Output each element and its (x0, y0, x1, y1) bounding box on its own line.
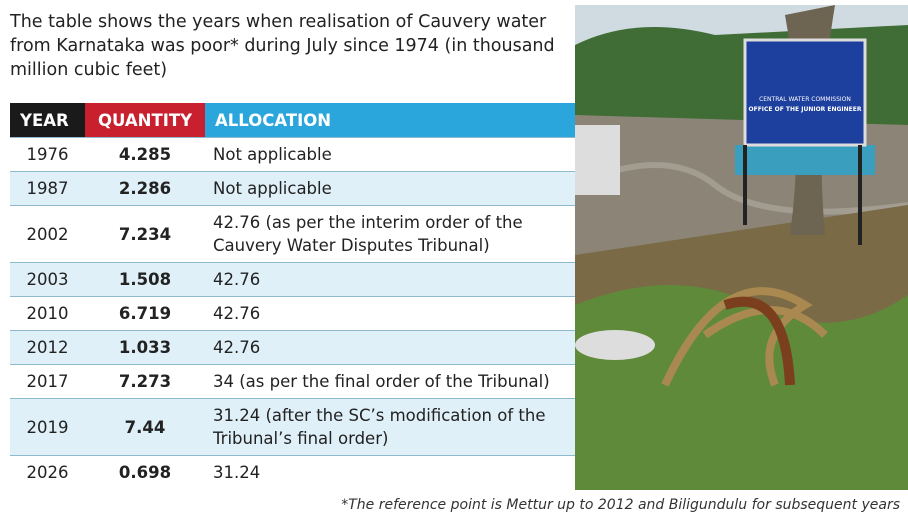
title: The table shows the years when realisati… (10, 12, 555, 80)
table-cell: 1.508 (85, 262, 205, 297)
table-cell: 2012 (10, 330, 85, 365)
table-cell: 2019 (10, 398, 85, 456)
table: YEAR QUANTITY ALLOCATION 1976 4.285 Not ap… (10, 103, 575, 489)
table-cell: 2002 (10, 205, 85, 263)
table-row: 2026 0.698 31.24 (10, 455, 575, 489)
table-cell: 34 (as per the final order of the Tribun… (205, 364, 575, 399)
table-row: 2019 7.44 31.24 (after the SC’s modificati… (10, 398, 575, 456)
table-cell: 7.273 (85, 364, 205, 399)
table-cell: 0.698 (85, 455, 205, 489)
table-cell: 6.719 (85, 296, 205, 331)
photo: CENTRAL WATER COMMISSION OFFICE OF THE J… (575, 5, 908, 490)
table-cell: 4.285 (85, 137, 205, 172)
table-cell: 42.76 (205, 296, 575, 331)
table-row: 2002 7.234 42.76 (as per the interim order… (10, 205, 575, 263)
table-cell: Not applicable (205, 137, 575, 172)
sign-text: OFFICE OF THE JUNIOR ENGINEER (749, 106, 862, 113)
table-cell: 31.24 (205, 455, 575, 489)
table-row: 2017 7.273 34 (as per the final order of t… (10, 364, 575, 399)
column-header: YEAR (10, 103, 85, 138)
table-cell: 1.033 (85, 330, 205, 365)
table-row: 2003 1.508 42.76 (10, 262, 575, 297)
table-cell: 2017 (10, 364, 85, 399)
table-row: 1976 4.285 Not applicable (10, 137, 575, 172)
table-cell: 31.24 (after the SC’s modification of th… (205, 398, 575, 456)
column-header: QUANTITY (85, 103, 205, 138)
table-cell: 42.76 (205, 262, 575, 297)
column-header: ALLOCATION (205, 103, 575, 138)
table-cell: 7.234 (85, 205, 205, 263)
table-cell: 7.44 (85, 398, 205, 456)
table-cell: 2026 (10, 455, 85, 489)
table-cell: 2003 (10, 262, 85, 297)
table-cell: 2.286 (85, 171, 205, 206)
table-cell: 42.76 (as per the interim order of the C… (205, 205, 575, 263)
footnote: *The reference point is Mettur up to 201… (341, 497, 900, 513)
sign-text: CENTRAL WATER COMMISSION (759, 96, 851, 103)
table-cell: 42.76 (205, 330, 575, 365)
table-row: 1987 2.286 Not applicable (10, 171, 575, 206)
table-row: 2010 6.719 42.76 (10, 296, 575, 331)
table-cell: 2010 (10, 296, 85, 331)
table-cell: 1987 (10, 171, 85, 206)
table-cell: Not applicable (205, 171, 575, 206)
table-cell: 1976 (10, 137, 85, 172)
table-row: 2012 1.033 42.76 (10, 330, 575, 365)
